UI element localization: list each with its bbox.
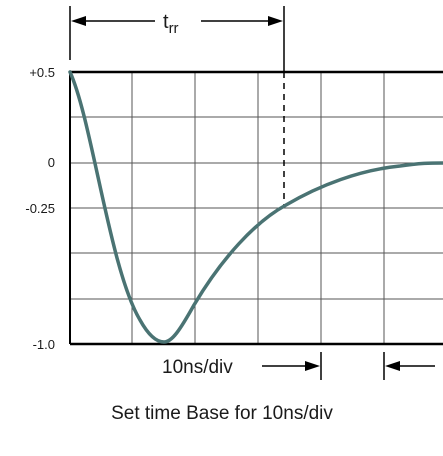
trr-label-subscript: rr [169, 20, 179, 37]
caption: Set time Base for 10ns/div [111, 403, 333, 424]
y-label-zero: 0 [48, 155, 55, 170]
y-label-plus-half: +0.5 [29, 65, 55, 80]
trr-arrowhead-right [268, 16, 283, 26]
trr-label-main: t [163, 11, 169, 33]
recovery-current-curve [68, 70, 443, 344]
trr-arrowhead-left [71, 16, 86, 26]
grid [70, 72, 443, 344]
timebase-arrowhead-left [305, 361, 320, 371]
y-label-minus-quarter: -0.25 [25, 201, 55, 216]
y-label-minus-one: -1.0 [33, 337, 55, 352]
timebase-arrowhead-right [385, 361, 400, 371]
trr-label: trr [163, 11, 179, 37]
timebase-label: 10ns/div [162, 357, 233, 378]
